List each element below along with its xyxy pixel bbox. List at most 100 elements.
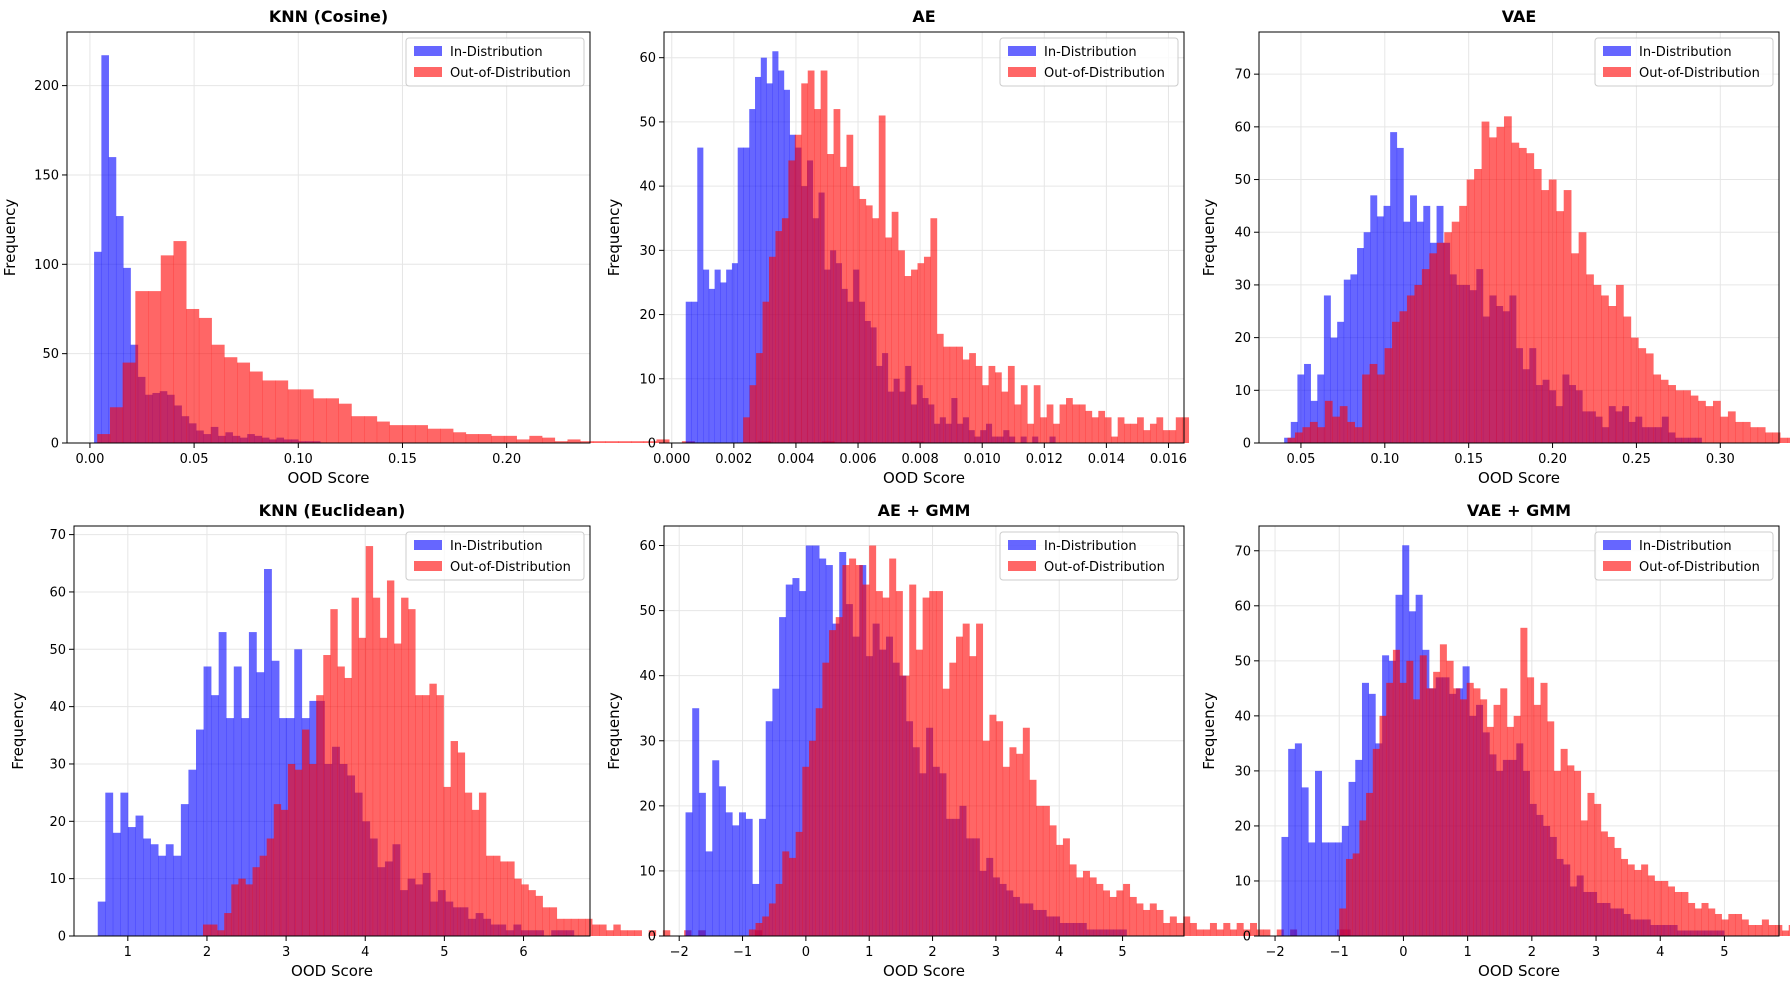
histogram-bar	[956, 636, 963, 936]
histogram-bar	[109, 407, 123, 443]
histogram-bar	[218, 632, 227, 936]
histogram-bar	[401, 597, 409, 936]
histogram-bar	[273, 804, 282, 936]
histogram-bar	[264, 569, 272, 936]
histogram-bar	[1091, 417, 1099, 443]
legend-label: Out-of-Distribution	[1639, 560, 1760, 575]
histogram-bar	[1742, 421, 1751, 443]
legend-swatch	[414, 540, 442, 550]
histogram-bar	[135, 815, 144, 936]
histogram-bar	[1046, 404, 1054, 443]
x-tick-label: −2	[1265, 945, 1284, 960]
histogram-bar	[94, 251, 102, 443]
histogram-bar	[752, 883, 760, 936]
histogram-bar	[266, 838, 275, 936]
histogram-bar	[1406, 295, 1415, 443]
histogram-bar	[440, 428, 454, 443]
histogram-bar	[885, 237, 892, 443]
histogram-bar	[768, 903, 776, 936]
y-axis-label: Frequency	[9, 692, 27, 770]
histogram-bar	[996, 721, 1004, 936]
histogram-bar	[570, 918, 579, 936]
x-axis-label: OOD Score	[1478, 469, 1560, 487]
x-axis-label: OOD Score	[291, 962, 373, 980]
histogram-bar	[1182, 417, 1190, 443]
histogram-bar	[605, 441, 619, 443]
histogram-bar	[148, 291, 162, 443]
histogram-bar	[982, 740, 990, 936]
histogram-bar	[173, 855, 182, 936]
y-tick-label: 10	[639, 864, 656, 879]
histogram-bar	[180, 804, 189, 936]
histogram-bar	[1069, 864, 1077, 936]
histogram-bar	[386, 580, 395, 936]
histogram-bar	[1062, 838, 1070, 936]
y-tick-label: 20	[1234, 331, 1251, 346]
histogram-bar	[1359, 820, 1367, 936]
histogram-bar	[685, 812, 693, 936]
histogram-bar	[988, 365, 996, 443]
histogram-bar	[1175, 417, 1183, 443]
x-axis-label: OOD Score	[883, 962, 965, 980]
histogram-bar	[1518, 147, 1527, 443]
histogram-bar	[895, 591, 903, 936]
legend-swatch	[1603, 46, 1631, 56]
histogram-bar	[720, 282, 727, 443]
x-tick-label: 0.10	[284, 452, 313, 467]
y-tick-label: 0	[1243, 930, 1251, 945]
histogram-bar	[1392, 321, 1400, 443]
histogram-bar	[1183, 916, 1191, 936]
y-axis-label: Frequency	[1200, 692, 1218, 770]
histogram-bar	[1526, 153, 1535, 443]
histogram-bar	[1350, 274, 1358, 443]
x-tick-label: 0.010	[964, 452, 1001, 467]
histogram-bar	[852, 186, 860, 443]
y-tick-label: 20	[639, 308, 656, 323]
histogram-bar	[195, 729, 204, 936]
histogram-bar	[1059, 404, 1067, 443]
histogram-bar	[580, 441, 594, 443]
histogram-bar	[313, 398, 327, 443]
histogram-bar	[1727, 411, 1736, 443]
histogram-bar	[1641, 864, 1649, 936]
histogram-bar	[1439, 644, 1447, 936]
histogram-bar	[1667, 886, 1675, 936]
histogram-bar	[1033, 385, 1041, 443]
x-tick-label: 4	[1055, 945, 1063, 960]
histogram-bar	[1607, 836, 1615, 936]
histogram-bar	[1481, 121, 1490, 444]
histogram-bar	[1250, 922, 1258, 936]
histogram-bar	[1446, 660, 1454, 936]
histogram-bar	[1548, 179, 1557, 444]
histogram-bar	[1009, 747, 1017, 936]
histogram-bar	[1421, 269, 1430, 443]
histogram-bar	[994, 372, 1002, 443]
histogram-bar	[1503, 116, 1512, 444]
legend-label: In-Distribution	[450, 539, 543, 554]
legend-swatch	[1008, 46, 1036, 56]
y-tick-label: 20	[639, 799, 656, 814]
legend-label: Out-of-Distribution	[1639, 66, 1760, 81]
histogram-bar	[457, 752, 466, 936]
histogram-bar	[1332, 416, 1341, 443]
histogram-bar	[936, 333, 944, 443]
legend: In-Distribution Out-of-Distribution	[405, 37, 585, 87]
histogram-bar	[703, 269, 710, 443]
histogram-bar	[1323, 295, 1331, 443]
histogram-bar	[1638, 348, 1647, 443]
legend: In-Distribution Out-of-Distribution	[999, 531, 1179, 581]
histogram-bar	[772, 51, 779, 443]
histogram-bar	[794, 134, 802, 443]
histogram-bar	[1014, 404, 1022, 443]
x-tick-label: −1	[1330, 945, 1349, 960]
histogram-bar	[238, 878, 246, 936]
histogram-bar	[726, 269, 733, 443]
histogram-bar	[762, 916, 770, 936]
histogram-bar	[1459, 205, 1467, 443]
histogram-bar	[1698, 400, 1706, 443]
y-axis-label: Frequency	[1200, 199, 1218, 277]
histogram-bar	[1345, 858, 1353, 936]
histogram-bar	[1399, 682, 1407, 936]
histogram-bar	[1645, 353, 1654, 443]
histogram-bar	[1007, 365, 1015, 443]
